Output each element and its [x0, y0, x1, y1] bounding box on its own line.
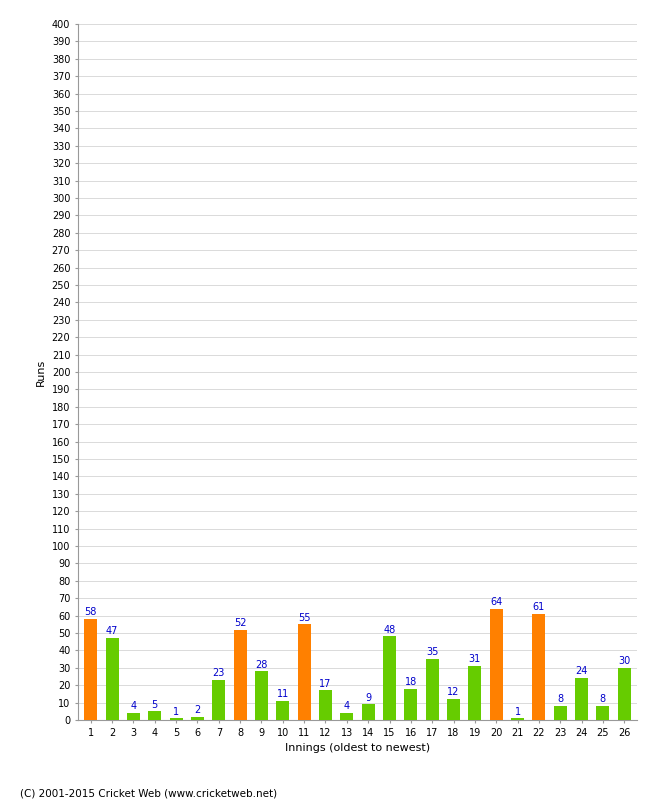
Bar — [532, 614, 545, 720]
Text: 58: 58 — [84, 607, 97, 618]
Bar — [404, 689, 417, 720]
X-axis label: Innings (oldest to newest): Innings (oldest to newest) — [285, 743, 430, 753]
Text: 24: 24 — [575, 666, 588, 677]
Text: 9: 9 — [365, 693, 371, 702]
Text: 47: 47 — [106, 626, 118, 637]
Bar — [213, 680, 225, 720]
Text: 23: 23 — [213, 668, 225, 678]
Bar — [84, 619, 98, 720]
Bar — [170, 718, 183, 720]
Bar — [447, 699, 460, 720]
Text: 8: 8 — [557, 694, 564, 704]
Bar — [511, 718, 524, 720]
Text: 4: 4 — [344, 702, 350, 711]
Bar — [319, 690, 332, 720]
Bar — [383, 637, 396, 720]
Text: 52: 52 — [234, 618, 246, 628]
Bar — [255, 671, 268, 720]
Bar — [106, 638, 118, 720]
Bar — [148, 711, 161, 720]
Bar — [362, 704, 374, 720]
Bar — [234, 630, 246, 720]
Bar — [426, 659, 439, 720]
Text: 2: 2 — [194, 705, 201, 714]
Bar — [276, 701, 289, 720]
Bar — [469, 666, 481, 720]
Text: 18: 18 — [405, 677, 417, 687]
Y-axis label: Runs: Runs — [36, 358, 46, 386]
Text: 1: 1 — [173, 706, 179, 717]
Text: 12: 12 — [447, 687, 460, 698]
Bar — [341, 713, 353, 720]
Text: 11: 11 — [277, 689, 289, 699]
Text: 8: 8 — [600, 694, 606, 704]
Text: 55: 55 — [298, 613, 311, 622]
Text: 31: 31 — [469, 654, 481, 664]
Bar — [127, 713, 140, 720]
Bar — [554, 706, 567, 720]
Text: 64: 64 — [490, 597, 502, 607]
Text: 17: 17 — [319, 678, 332, 689]
Text: 61: 61 — [533, 602, 545, 612]
Text: 28: 28 — [255, 659, 268, 670]
Text: (C) 2001-2015 Cricket Web (www.cricketweb.net): (C) 2001-2015 Cricket Web (www.cricketwe… — [20, 788, 277, 798]
Bar — [298, 624, 311, 720]
Bar — [490, 609, 502, 720]
Text: 1: 1 — [514, 706, 521, 717]
Bar — [191, 717, 204, 720]
Text: 48: 48 — [384, 625, 396, 634]
Text: 30: 30 — [618, 656, 630, 666]
Bar — [618, 668, 630, 720]
Bar — [575, 678, 588, 720]
Text: 5: 5 — [151, 699, 158, 710]
Text: 35: 35 — [426, 647, 438, 658]
Bar — [597, 706, 609, 720]
Text: 4: 4 — [131, 702, 136, 711]
